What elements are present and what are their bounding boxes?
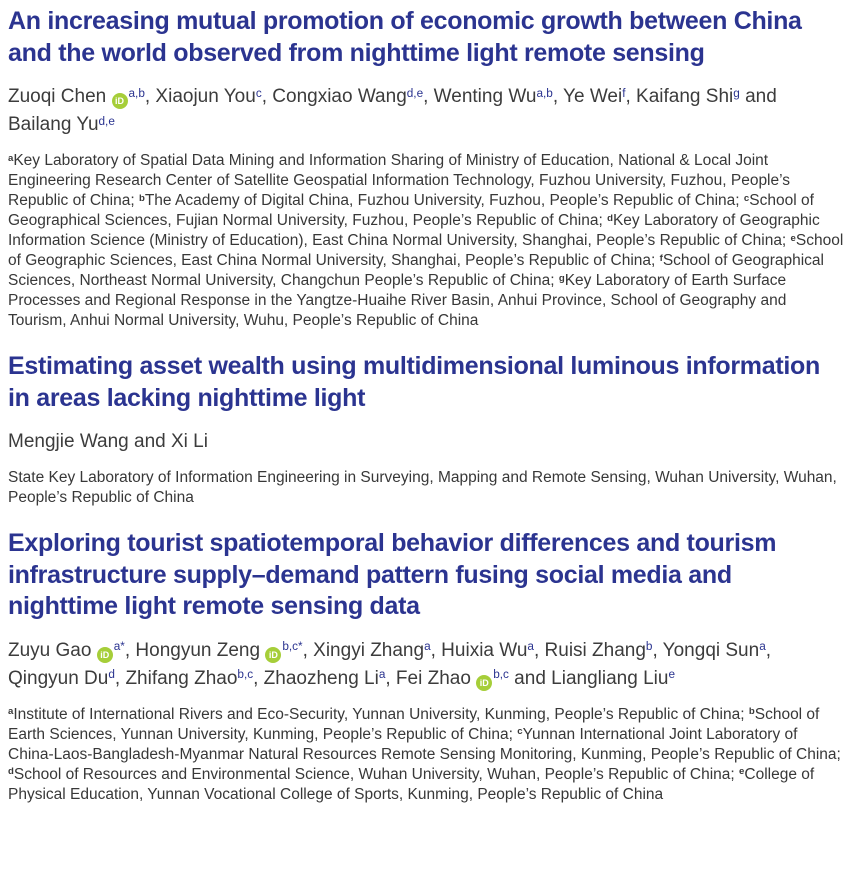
affiliation-marker-superscript: g	[558, 272, 565, 284]
affiliation-marker-superscript: a	[8, 706, 14, 718]
orcid-icon[interactable]: iD	[111, 93, 128, 109]
affiliation-marker-superscript: g	[733, 86, 740, 100]
article-3: Exploring tourist spatiotemporal behavio…	[8, 528, 844, 805]
affiliation-marker-superscript: a,b	[128, 86, 145, 100]
affiliation-marker-superscript: a	[8, 152, 14, 164]
article-authors: Zuoqi Chen iDa,b, Xiaojun Youc, Congxiao…	[8, 86, 777, 135]
affiliation-marker-superscript: c	[743, 192, 750, 204]
affiliation-marker-superscript: b	[645, 640, 653, 654]
article-affiliations: State Key Laboratory of Information Engi…	[8, 469, 837, 506]
article-affiliations: aInstitute of International Rivers and E…	[8, 705, 841, 803]
article-1: An increasing mutual promotion of econom…	[8, 6, 844, 331]
article-title: Exploring tourist spatiotemporal behavio…	[8, 529, 777, 620]
article-title: An increasing mutual promotion of econom…	[8, 7, 802, 67]
article-affiliations: aKey Laboratory of Spatial Data Mining a…	[8, 152, 844, 329]
affiliation-marker-superscript: e	[739, 766, 745, 778]
affiliation-marker-superscript: d	[108, 668, 115, 682]
affiliation-marker-superscript: e	[790, 232, 796, 244]
affiliation-marker-superscript: c	[255, 86, 262, 100]
page: An increasing mutual promotion of econom…	[8, 6, 844, 805]
affiliation-marker-superscript: d,e	[406, 86, 424, 100]
affiliation-marker-superscript: d	[8, 766, 14, 778]
orcid-icon[interactable]: iD	[96, 646, 113, 663]
affiliation-marker-superscript: d,e	[98, 114, 115, 128]
affiliation-marker-superscript: a	[759, 640, 766, 654]
article-authors: Mengjie Wang and Xi Li	[8, 431, 208, 452]
affiliation-marker-superscript: a,b	[536, 86, 553, 100]
affiliation-marker-superscript: b,c	[493, 668, 509, 682]
affiliation-marker-superscript: b,c*	[282, 640, 303, 654]
article-title: Estimating asset wealth using multidimen…	[8, 352, 820, 412]
article-2: Estimating asset wealth using multidimen…	[8, 351, 844, 508]
affiliation-marker-superscript: f	[659, 252, 663, 264]
affiliation-marker-superscript: b	[138, 192, 145, 204]
affiliation-marker-superscript: a*	[113, 640, 125, 654]
affiliation-marker-superscript: a	[527, 640, 534, 654]
affiliation-marker-superscript: b	[748, 706, 755, 718]
affiliation-marker-superscript: a	[378, 668, 386, 682]
affiliation-marker-superscript: a	[424, 640, 431, 654]
affiliation-marker-superscript: d	[607, 212, 613, 224]
affiliation-marker-superscript: f	[622, 86, 626, 100]
affiliation-marker-superscript: c	[517, 726, 523, 738]
article-authors: Zuyu Gao iDa*, Hongyun Zeng iDb,c*, Xing…	[8, 639, 772, 691]
orcid-icon[interactable]: iD	[476, 674, 493, 691]
affiliation-marker-superscript: b,c	[237, 668, 254, 682]
orcid-icon[interactable]: iD	[265, 646, 282, 663]
affiliation-marker-superscript: e	[668, 668, 675, 682]
